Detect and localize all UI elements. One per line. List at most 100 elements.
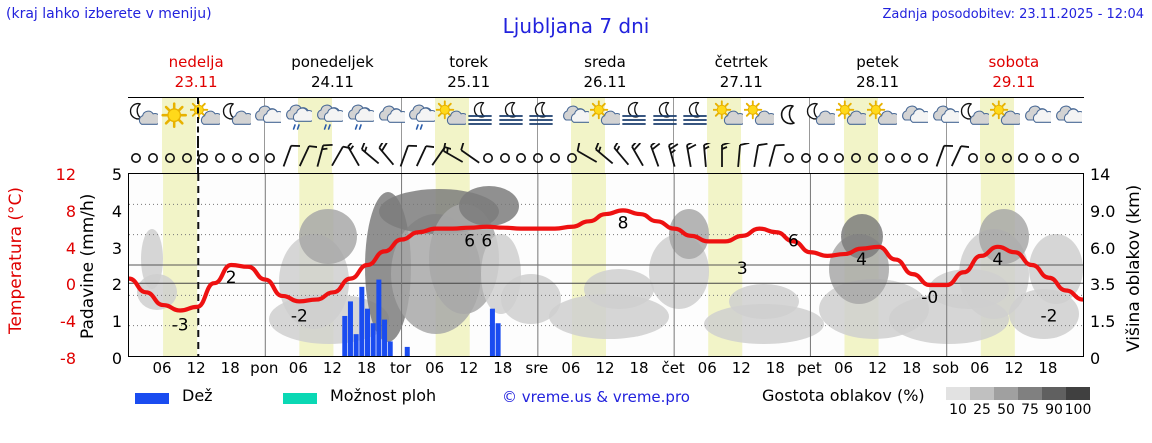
location-hint: (kraj lahko izberete v meniju) (6, 6, 212, 22)
fog-icon (528, 100, 558, 140)
axis-tick: 4 (111, 201, 122, 221)
x-axis-tick-label: 12 (322, 359, 342, 377)
wind-barb-row (128, 138, 1084, 173)
axis-label-temperature: Temperatura (°C) (6, 186, 26, 334)
sun-cloud-icon (435, 100, 470, 140)
cloud-drizzle-icon (405, 100, 439, 140)
wind-barb-icon (391, 143, 418, 171)
x-axis-tick-label: sre (525, 359, 549, 377)
day-name: petek (856, 53, 899, 71)
cloud-icon (1052, 100, 1086, 140)
svg-text:4: 4 (992, 250, 1003, 270)
x-axis-tick-label: 12 (868, 359, 888, 377)
day-name: četrtek (714, 53, 768, 71)
wind-calm-icon (542, 143, 568, 171)
wind-barb-icon (927, 143, 954, 171)
day-separator (400, 142, 402, 173)
wind-barb-icon (274, 143, 301, 171)
day-header-bar: nedelja 23.11 ponedeljek 24.11 torek 25.11 sre… (128, 52, 1084, 96)
axis-tick: 8 (65, 201, 76, 221)
copyright-link[interactable]: © vreme.us & vreme.pro (502, 388, 690, 406)
x-axis-tick-label: 18 (220, 359, 240, 377)
current-time-marker (197, 142, 200, 173)
page-title: Ljubljana 7 dni (502, 14, 650, 38)
x-axis-tick-label: 18 (493, 359, 513, 377)
cloud-density-tick: 25 (973, 402, 991, 418)
wind-calm-icon (1027, 143, 1053, 171)
cloud-density-swatch (1018, 387, 1042, 400)
x-axis-tick-label: čet (661, 359, 685, 377)
daylight-band (707, 142, 742, 173)
day-date: 24.11 (310, 73, 354, 91)
x-axis-tick-label: 12 (1004, 359, 1024, 377)
cloud-icon (559, 100, 594, 140)
svg-text:6: 6 (464, 232, 475, 252)
wind-calm-icon (1010, 143, 1036, 171)
wind-calm-icon (190, 143, 216, 171)
day-header-sreda: sreda 26.11 (537, 52, 673, 96)
wind-calm-icon (793, 143, 819, 171)
sun-cloud-icon (835, 100, 870, 140)
wind-calm-icon (960, 143, 986, 171)
moon-cloud-icon (128, 100, 162, 140)
wind-calm-icon (475, 143, 501, 171)
axis-tick: 4 (65, 238, 76, 258)
wind-calm-icon (492, 143, 518, 171)
x-axis-tick-label: 06 (152, 359, 172, 377)
legend: Dež Možnost ploh © vreme.us & vreme.pro … (0, 386, 1152, 436)
fog-icon (467, 100, 497, 140)
wind-calm-icon (1044, 143, 1070, 171)
svg-text:-0: -0 (921, 288, 938, 308)
current-time-marker (197, 98, 200, 142)
cloud-drizzle-icon (313, 100, 347, 140)
x-axis-tick-label: 12 (186, 359, 206, 377)
wind-barb-icon (408, 143, 436, 171)
wind-calm-icon (810, 143, 836, 171)
cloud-density-swatch (994, 387, 1018, 400)
day-name: torek (449, 53, 489, 71)
moon-cloud-icon (221, 100, 254, 140)
wind-calm-icon (140, 143, 166, 171)
axis-tick: 1.5 (1090, 312, 1116, 332)
svg-text:8: 8 (618, 213, 629, 233)
cloud-density-swatch (970, 387, 994, 400)
x-axis-tick-label: 06 (970, 359, 990, 377)
day-header-torek: torek 25.11 (401, 52, 537, 96)
cloud-icon (1021, 100, 1055, 140)
svg-text:6: 6 (481, 232, 492, 252)
day-header-petek: petek 28.11 (809, 52, 945, 96)
wind-barb-icon (458, 140, 484, 171)
wind-calm-icon (860, 143, 886, 171)
axis-tick: 1 (111, 312, 122, 332)
wind-barb-icon (441, 141, 467, 171)
sun-cloud-icon (712, 100, 747, 140)
wind-barb-icon (575, 141, 601, 171)
day-name: sobota (988, 53, 1040, 71)
wind-calm-icon (508, 143, 534, 171)
cloud-drizzle-icon (282, 100, 316, 140)
cloud-density-tick: 100 (1064, 402, 1092, 418)
x-axis-tick-label: 18 (356, 359, 377, 377)
legend-swatch-showers (283, 393, 317, 404)
moon-icon (775, 100, 805, 140)
day-separator (536, 142, 538, 173)
wind-calm-icon (207, 143, 233, 171)
cloud-drizzle-icon (344, 100, 377, 140)
svg-text:-3: -3 (172, 316, 189, 336)
wind-barb-icon (943, 143, 972, 171)
x-axis-tick-label: 06 (833, 359, 854, 377)
sun-cloud-icon (589, 100, 623, 140)
wind-calm-icon (843, 143, 869, 171)
weather-icon-row (128, 97, 1086, 142)
wind-barb-icon (291, 143, 319, 171)
day-name: ponedeljek (291, 53, 374, 71)
day-name: nedelja (168, 53, 224, 71)
sun-cloud-icon (989, 100, 1024, 140)
axis-tick: 3 (111, 238, 122, 258)
x-axis-tick-label: 12 (731, 359, 751, 377)
x-axis-tick-label: 18 (1038, 359, 1058, 377)
x-axis-labels: 06 12 18 pon 06 12 18 tor 06 12 18 sre 06 12 18 čet 06 12… (128, 359, 1084, 381)
x-axis-tick-label: pon (250, 359, 279, 377)
